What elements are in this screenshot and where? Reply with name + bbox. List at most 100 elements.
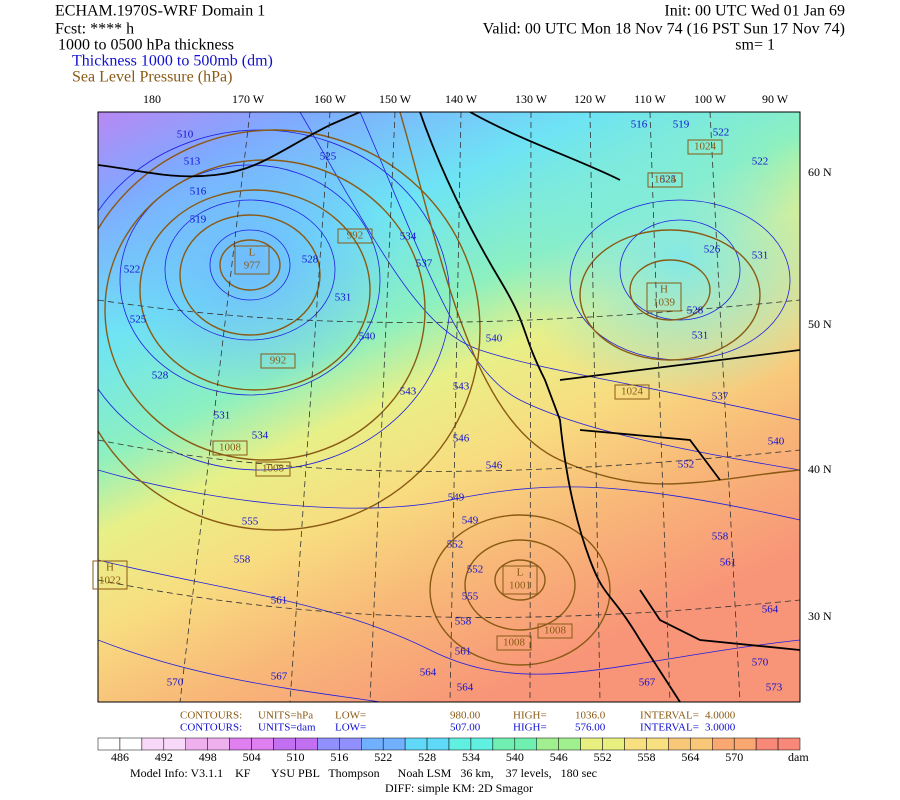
thickness-contours [98,112,800,702]
colorbar-box [624,737,647,751]
contour-info: 3.0000 [705,722,736,734]
colorbar-label: 546 [550,750,568,764]
colorbar-label: 492 [155,750,173,764]
contour-info: LOW= [335,722,366,734]
colorbar-box [448,737,472,751]
contour-info: INTERVAL= [640,710,699,722]
colorbar-label: 522 [374,750,392,764]
thickness-label: 558 [455,616,472,628]
longitude-label: 140 W [445,92,478,106]
thickness-label: 519 [190,214,207,226]
contour-info: 1036.0 [575,710,606,722]
thickness-label: 537 [416,258,433,270]
forecast: Fcst: **** h [55,21,134,38]
colorbar-box [492,737,516,751]
pressure-label: 992 [347,230,364,242]
pressure-label-box [496,635,532,651]
colorbar-box [185,737,208,751]
colorbar-box [602,737,625,751]
pressure-label: 1024 [694,141,717,153]
colorbar-label: 558 [637,750,655,764]
pressure-legend: Sea Level Pressure (hPa) [72,69,232,86]
colorbar-box [536,737,559,751]
colorbar-box [580,737,603,751]
colorbar-box [295,737,318,751]
thickness-label: 549 [462,515,479,527]
longitude-label: 120 W [574,92,607,106]
valid-time: Valid: 00 UTC Mon 18 Nov 74 (16 PST Sun … [483,21,845,38]
thickness-label: 525 [130,314,147,326]
colorbar-label: 510 [286,750,304,764]
longitude-label: 150 W [379,92,412,106]
colorbar-unit: dam [788,750,809,764]
thickness-label: 522 [713,127,730,139]
contour-info: UNITS=dam [258,722,316,734]
pressure-center-type: L [249,247,256,259]
thickness-label: 525 [320,151,337,163]
pressure-label: 1024 [654,174,677,186]
pressure-label-box [614,384,650,400]
colorbar-box [273,737,296,751]
thickness-label: 531 [214,410,231,422]
colorbar-label: 486 [111,750,129,764]
pressure-label: 1008 [219,442,242,454]
pressure-center-box [502,565,538,595]
longitude-label: 160 W [314,92,347,106]
latitude-label: 30 N [808,609,832,623]
colorbar-box [514,737,537,751]
thickness-label: 558 [712,531,729,543]
longitude-label: 130 W [515,92,548,106]
thickness-label: 567 [639,677,656,689]
thickness-label: 513 [184,156,201,168]
colorbar-box [426,737,450,751]
longitude-label: 100 W [694,92,727,106]
pressure-label-box [687,139,723,155]
thickness-label: 528 [152,370,169,382]
contour-info: CONTOURS: [180,710,242,722]
thickness-label: 531 [692,330,709,342]
colorbar-label: 552 [594,750,612,764]
contour-info: 507.00 [450,722,481,734]
pressure-label: 992 [270,355,287,367]
diffusion: DIFF: simple KM: 2D Smagor [385,781,533,795]
contour-info: CONTOURS: [180,722,242,734]
colorbar-box [163,737,186,751]
smoothing: sm= 1 [735,37,775,54]
canada-fill [510,120,800,400]
colorbar-box [141,737,165,751]
colorbar-label: 540 [506,750,524,764]
thickness-label: 552 [467,564,484,576]
contour-info: INTERVAL= [640,722,699,734]
pressure-center-value: 1022 [99,575,121,587]
thickness-label: 543 [400,386,417,398]
colorbar-box [470,737,494,751]
model-title: ECHAM.1970S-WRF Domain 1 [55,3,265,20]
longitude-label: 170 W [232,92,265,106]
contour-info: UNITS=hPa [258,710,313,722]
colorbar-box [733,737,757,751]
thickness-label: 558 [234,554,251,566]
longitude-label: 180 [143,92,161,106]
thickness-label: 537 [712,391,729,403]
pressure-center-box [646,282,682,312]
pressure-label-box [212,440,248,456]
latitude-label: 40 N [808,462,832,476]
thickness-label: 567 [271,671,288,683]
field-name: 1000 to 0500 hPa thickness [58,37,234,54]
cold-pool [100,135,400,395]
pressure-center-box [234,245,270,275]
thickness-label: 534 [400,231,417,243]
pressure-label-box [255,461,291,477]
contour-info: LOW= [335,710,366,722]
contour-info: 980.00 [450,710,481,722]
colorbar-label: 534 [462,750,480,764]
thickness-label: 570 [167,677,184,689]
thickness-label: 561 [455,646,472,658]
pressure-label-box [260,353,296,369]
colorbar-label: 516 [330,750,348,764]
thickness-label: 526 [704,244,721,256]
pressure-label: 1024 [621,386,644,398]
colorbar-box [119,737,143,751]
colorbar-label: 528 [418,750,436,764]
thickness-label: 540 [486,333,503,345]
